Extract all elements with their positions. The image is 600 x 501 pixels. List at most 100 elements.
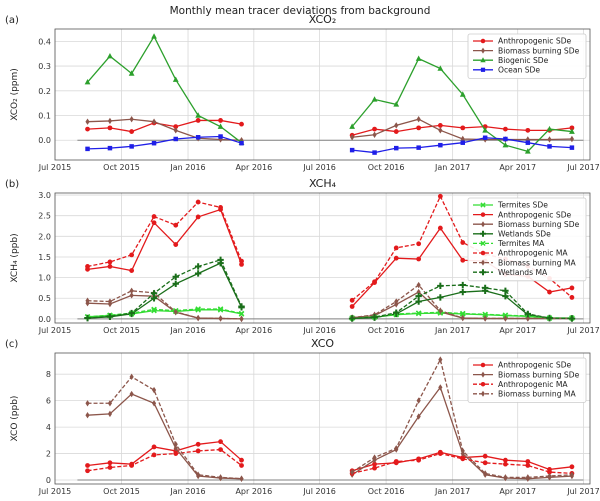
data-point [173, 445, 178, 452]
data-point [371, 96, 378, 102]
series-2 [85, 447, 575, 476]
legend-box [467, 197, 587, 282]
legend-label: Termites MA [497, 239, 545, 248]
data-point [394, 298, 399, 305]
series-0 [85, 439, 575, 474]
series-line [351, 452, 572, 475]
x-tick-label: Jan 2017 [434, 163, 470, 172]
data-point [349, 147, 355, 153]
data-point [217, 256, 224, 264]
data-point [525, 459, 531, 464]
data-point [372, 279, 377, 285]
x-tick-label: Jul 2016 [302, 487, 336, 496]
legend-marker [480, 202, 486, 208]
data-point [481, 284, 489, 292]
y-tick-label: 0.0 [38, 136, 51, 145]
data-point [415, 310, 422, 316]
y-axis-label: XCO (ppb) [10, 396, 20, 442]
legend-label: Biomass burning SDe [498, 220, 580, 229]
panel-title: XCO₂ [309, 13, 336, 26]
data-point [172, 280, 179, 287]
data-point [195, 214, 201, 220]
data-point [372, 461, 377, 467]
data-point [150, 290, 158, 297]
data-point [416, 256, 422, 262]
data-point [482, 127, 489, 133]
data-point [393, 255, 399, 261]
chart-panel: Jul 2015 Oct 2015 Jan 2016 Apr 2016 Jul 2016… [5, 177, 600, 335]
data-point [547, 469, 552, 475]
data-point [372, 465, 377, 471]
legend-label: Biogenic SDe [498, 56, 549, 65]
series-line [87, 308, 242, 318]
data-point [547, 472, 552, 480]
data-point [194, 270, 202, 277]
data-point [438, 356, 443, 363]
legend-marker [480, 230, 486, 237]
data-point [151, 444, 157, 450]
data-point [502, 292, 509, 300]
series-2 [85, 288, 575, 323]
panel-title: XCH₄ [309, 177, 337, 190]
data-point [482, 311, 488, 318]
data-point [128, 70, 135, 76]
data-point [85, 411, 90, 419]
data-point [437, 225, 443, 231]
panel-letter: (b) [5, 179, 19, 190]
legend-marker [480, 38, 486, 44]
data-point [85, 126, 90, 132]
data-point [195, 135, 201, 140]
legend-marker [481, 221, 485, 228]
data-point [151, 214, 157, 219]
x-tick-label: Jan 2017 [434, 487, 470, 496]
data-point [547, 136, 552, 143]
data-point [502, 312, 509, 318]
legend-box [467, 33, 587, 79]
data-point [239, 121, 244, 127]
data-point [172, 76, 179, 82]
data-point [349, 297, 355, 303]
data-point [569, 295, 575, 300]
x-tick-label: Jan 2016 [169, 163, 205, 172]
data-point [459, 310, 466, 317]
data-point [129, 144, 134, 149]
data-point [460, 456, 466, 462]
data-point [151, 140, 157, 146]
data-point [416, 413, 421, 420]
data-point [218, 118, 223, 123]
data-point [483, 315, 488, 322]
data-point [107, 460, 113, 466]
data-point [524, 148, 531, 154]
series-0 [85, 118, 575, 138]
data-point [239, 315, 244, 323]
x-tick-label: Oct 2016 [368, 163, 405, 172]
data-point [239, 258, 244, 264]
data-point [438, 384, 443, 391]
data-point [129, 390, 134, 398]
data-point [437, 65, 444, 71]
x-tick-label: Apr 2017 [499, 163, 536, 172]
data-point [151, 386, 157, 394]
data-point [393, 459, 399, 464]
data-point [503, 474, 508, 481]
x-tick-label: Apr 2017 [499, 487, 536, 496]
series-line [87, 259, 243, 319]
data-point [239, 463, 244, 468]
data-point [173, 441, 178, 448]
data-point [151, 306, 157, 313]
series-6 [85, 281, 575, 323]
data-point [218, 447, 223, 452]
data-point [195, 112, 202, 118]
y-tick-label: 1.5 [38, 253, 51, 262]
y-tick-label: 2.0 [38, 232, 51, 241]
legend-label: Biomass burning SDe [498, 370, 580, 379]
y-tick-label: 0.2 [38, 87, 51, 96]
x-tick-label: Jul 2015 [38, 163, 72, 172]
x-tick-label: Jul 2016 [302, 326, 336, 335]
data-point [129, 252, 135, 258]
data-point [438, 142, 443, 148]
x-tick-label: Jul 2017 [566, 326, 600, 335]
data-point [107, 259, 113, 265]
